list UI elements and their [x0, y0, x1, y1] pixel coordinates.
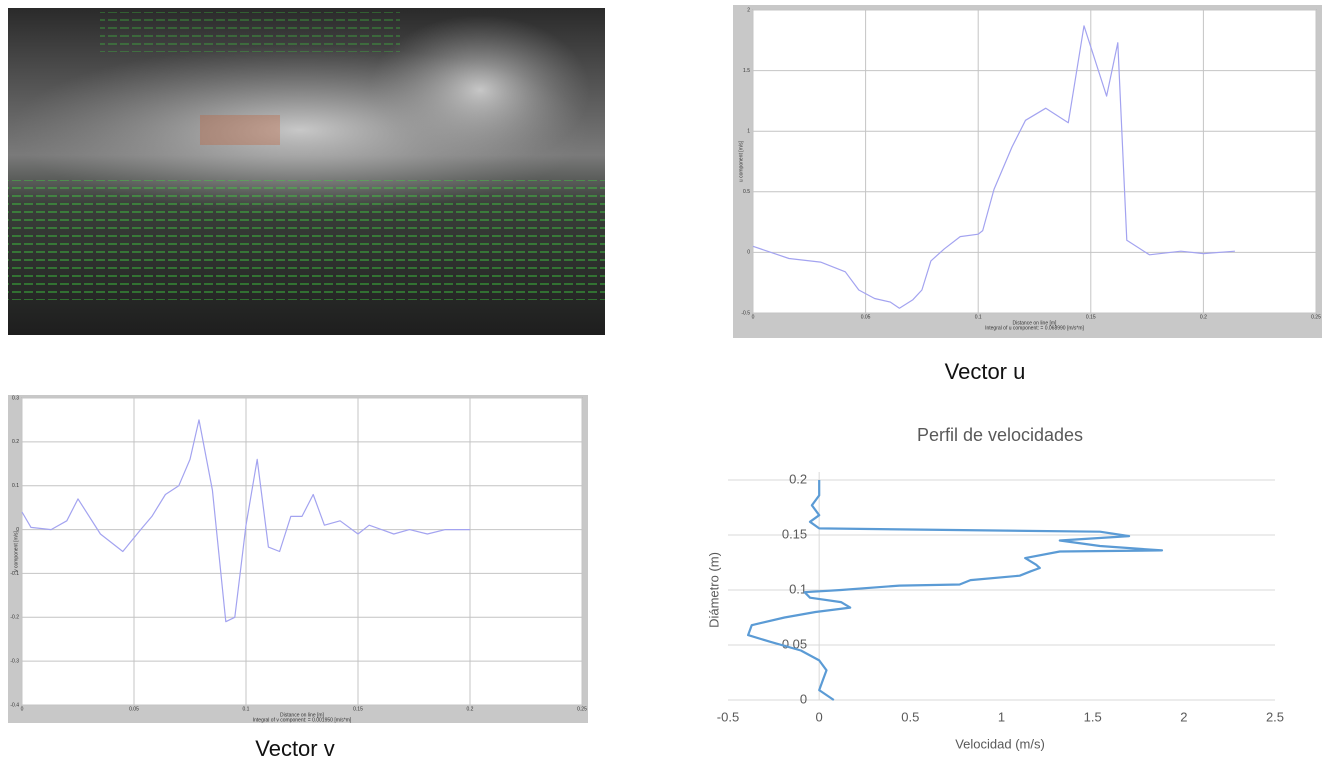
x-tick-label: 0 [816, 709, 823, 724]
x-tick-label: 0.15 [353, 706, 363, 712]
y-tick-label: -0.1 [10, 571, 19, 577]
y-tick-label: -0.3 [10, 658, 19, 664]
x-tick-label: 0.25 [1311, 314, 1321, 320]
chart-title: Perfil de velocidades [917, 425, 1083, 445]
chart: -0.4 -0.3 -0.2 -0.1 0 0.1 0.2 0.3 0 0.05 0.1 0.15 0.… [8, 395, 588, 761]
chart: -0.500.511.520 0.05 0.1 0.15 0.2 0.25Distance… [733, 5, 1322, 384]
y-tick-label: 0.2 [12, 439, 19, 445]
y-tick-label: 0 [800, 691, 807, 706]
y-tick-label: -0.4 [10, 702, 19, 708]
x-tick-label: 0 [21, 706, 24, 712]
y-axis-label: v component [m/s] [13, 530, 19, 571]
data-line [752, 25, 1235, 309]
y-tick-label: 0 [16, 527, 19, 533]
y-tick-label: -0.2 [10, 615, 19, 621]
y-tick-label: 0.5 [743, 189, 750, 195]
x-tick-label: 0.2 [1200, 314, 1207, 320]
y-tick-label: 0.2 [789, 471, 807, 486]
y-tick-label: 0.1 [12, 483, 19, 489]
y-tick-label: 0.1 [789, 581, 807, 596]
x-tick-label: -0.5 [717, 709, 739, 724]
y-tick-label: 2 [747, 7, 750, 13]
x-tick-label: 1 [998, 709, 1005, 724]
caption: Vector u [945, 359, 1026, 384]
y-axis-label: Diámetro (m) [706, 552, 721, 628]
y-tick-label: 0.3 [12, 395, 19, 401]
plot-area [21, 397, 583, 706]
plot-area [752, 9, 1317, 314]
y-tick-label: 1 [747, 129, 750, 135]
x-axis-label: Distance on line [m] [1013, 320, 1058, 326]
data-line [747, 480, 1164, 701]
y-tick-label: -0.5 [741, 310, 750, 316]
y-tick-label: 1.5 [743, 68, 750, 74]
y-axis-label: u component [m/s] [738, 140, 744, 182]
x-tick-label: 0.25 [577, 706, 587, 712]
x-tick-label: 2.5 [1266, 709, 1284, 724]
data-line [21, 419, 470, 623]
x-axis-label: Velocidad (m/s) [955, 736, 1045, 751]
x-axis-note: Integral of v component: = 0.001950 [m/s… [253, 717, 352, 723]
y-tick-label: 0 [747, 250, 750, 256]
caption: Vector v [255, 736, 334, 761]
x-tick-label: 0.5 [901, 709, 919, 724]
x-axis-label: Distance on line [m] [280, 712, 325, 718]
x-tick-label: 0.1 [243, 706, 250, 712]
x-tick-label: 0.1 [975, 314, 982, 320]
x-tick-label: 0.2 [467, 706, 474, 712]
x-tick-label: 0.15 [1086, 314, 1096, 320]
x-tick-label: 2 [1180, 709, 1187, 724]
piv-image [8, 8, 605, 335]
x-tick-label: 1.5 [1084, 709, 1102, 724]
x-tick-label: 0 [752, 314, 755, 320]
x-tick-label: 0.05 [129, 706, 139, 712]
y-tick-label: 0.15 [782, 526, 807, 541]
x-tick-label: 0.05 [861, 314, 871, 320]
x-axis-note: Integral of u component: = 0.068990 [m/s… [985, 325, 1084, 331]
